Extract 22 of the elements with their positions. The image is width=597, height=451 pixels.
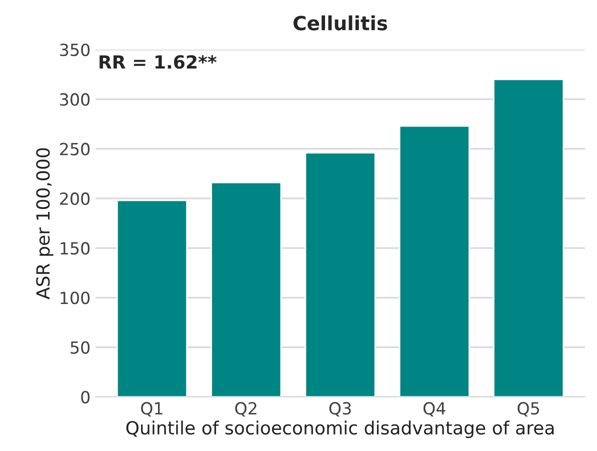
x-tick-label: Q4: [424, 402, 446, 417]
y-tick-label: 250: [60, 142, 90, 156]
bar: [116, 200, 188, 397]
y-tick-label: 200: [60, 192, 90, 206]
annotation: RR = 1.62**: [100, 55, 217, 69]
x-axis-title: Quintile of socioeconomic disadvantage of area: [126, 420, 554, 438]
bar: [304, 152, 376, 397]
y-tick-label: 50: [70, 341, 90, 354]
bar: [210, 182, 282, 397]
y-tick-label: 300: [60, 93, 90, 106]
y-tick-label: 350: [60, 44, 90, 56]
x-tick-label: Q3: [329, 402, 351, 417]
bar: [398, 125, 470, 397]
y-tick-label: 100: [60, 292, 90, 304]
x-tick-label: Q5: [518, 402, 539, 417]
chart-title: Cellulitis: [294, 15, 388, 30]
x-tick-label: Q2: [235, 402, 256, 417]
y-tick-label: 150: [60, 242, 90, 255]
y-tick-label: 0: [81, 390, 90, 404]
bar: [493, 78, 564, 397]
y-axis-title: ASR per 100,000: [36, 148, 54, 300]
x-tick-label: Q1: [141, 402, 162, 417]
